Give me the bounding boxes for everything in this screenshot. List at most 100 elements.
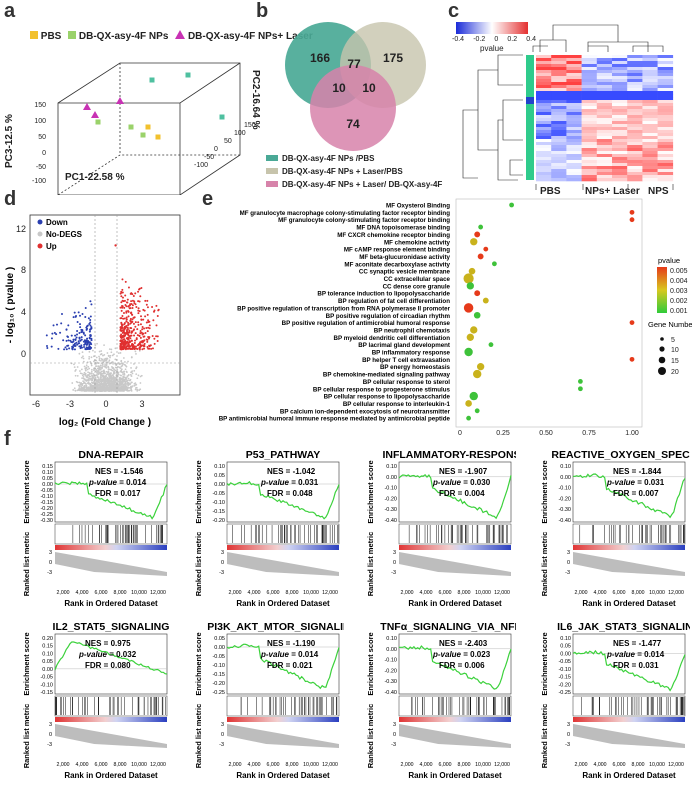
- volcano-point-up: [114, 244, 116, 246]
- heatmap-cell: [627, 148, 643, 151]
- volcano-point-nodeg: [116, 389, 118, 391]
- volcano-point-nodeg: [111, 370, 113, 372]
- volcano-point-nodeg: [110, 362, 112, 364]
- bubble-point: [474, 290, 480, 296]
- volcano-point-down: [66, 348, 68, 350]
- volcano-point-down: [78, 340, 80, 342]
- volcano-point-nodeg: [115, 367, 117, 369]
- volcano-point-nodeg: [93, 385, 95, 387]
- volcano-point-up: [127, 310, 129, 312]
- volcano-point-nodeg: [115, 370, 117, 372]
- bubble-point: [509, 203, 514, 208]
- volcano-point-nodeg: [93, 388, 95, 390]
- volcano-point-nodeg: [99, 357, 101, 359]
- volcano-point-up: [121, 292, 123, 294]
- heatmap-cell: [597, 130, 613, 133]
- volcano-point-up: [122, 329, 124, 331]
- volcano-point-nodeg: [84, 366, 86, 368]
- gsea-nes: NES = -1.546: [95, 467, 144, 476]
- heatmap-cell: [612, 64, 628, 67]
- gsea-xtick: 2,000: [229, 590, 242, 596]
- gsea-ytick: -0.20: [558, 682, 571, 688]
- volcano-point-nodeg: [120, 390, 122, 392]
- heatmap-cell: [551, 94, 567, 97]
- volcano-point-nodeg: [89, 361, 91, 363]
- volcano-point-nodeg: [119, 377, 121, 379]
- bubble-xtick: 0.75: [582, 430, 596, 437]
- gsea-xtick: 12,000: [150, 762, 166, 768]
- heatmap-cell: [551, 109, 567, 112]
- heatmap-cell: [627, 121, 643, 124]
- volcano-point-up: [137, 324, 139, 326]
- volcano-point-up: [125, 281, 127, 283]
- volcano-point-nodeg: [128, 390, 130, 392]
- volcano-point-up: [128, 342, 130, 344]
- volcano-point-nodeg: [112, 388, 114, 390]
- volcano-point-nodeg: [91, 375, 93, 377]
- heatmap-cell: [612, 97, 628, 100]
- heatmap-cell: [597, 172, 613, 175]
- rank-color-bar: [55, 717, 167, 722]
- bubble-term-label: BP positive regulation of antimicrobial …: [282, 320, 451, 327]
- volcano-point-nodeg: [96, 375, 98, 377]
- heatmap-cell: [658, 130, 674, 133]
- heatmap-cell: [658, 109, 674, 112]
- volcano-point-down: [81, 339, 83, 341]
- gsea-ylabel-metric: Ranked list metric: [540, 704, 549, 769]
- volcano-point-up: [123, 336, 125, 338]
- volcano-point-nodeg: [109, 373, 111, 375]
- gsea-ytick: -0.05: [558, 659, 571, 665]
- volcano-point-nodeg: [100, 350, 102, 352]
- volcano-point-nodeg: [114, 382, 116, 384]
- volcano-point-nodeg: [111, 385, 113, 387]
- heatmap-cell: [658, 175, 674, 178]
- gsea-ytick: -0.10: [384, 658, 397, 664]
- volcano-point-nodeg: [82, 355, 84, 357]
- volcano-point-down: [72, 348, 74, 350]
- volcano-point-up: [124, 347, 126, 349]
- volcano-point-nodeg: [134, 382, 136, 384]
- heatmap-cell: [627, 151, 643, 154]
- legend-pbs-marker: [30, 31, 38, 39]
- bubble-point: [474, 312, 481, 319]
- heatmap-cell: [566, 85, 582, 88]
- volcano-point-up: [137, 291, 139, 293]
- heatmap-cell: [536, 64, 552, 67]
- heatmap-cell: [582, 76, 598, 79]
- gsea-ytick: 0.10: [560, 636, 571, 642]
- volcano-point-up: [140, 337, 142, 339]
- volcano-point-nodeg: [100, 382, 102, 384]
- pc3-label: PC3-12.5 %: [4, 114, 15, 168]
- volcano-point-nodeg: [135, 351, 137, 353]
- volcano-point-down: [76, 333, 78, 335]
- volcano-point-nodeg: [100, 389, 102, 391]
- pca-point-nps: [220, 115, 225, 120]
- heatmap-cell: [582, 169, 598, 172]
- volcano-point-nodeg: [85, 370, 87, 372]
- heatmap-cell: [612, 121, 628, 124]
- heatmap-cell: [612, 145, 628, 148]
- venn-legend-swatch-3: [266, 181, 278, 187]
- gsea-pvalue: p-value = 0.014: [260, 650, 319, 659]
- heatmap-cell: [566, 58, 582, 61]
- volcano-ylabel: - log₁₀ ( pvalue ): [5, 267, 16, 343]
- volcano-point-up: [152, 319, 154, 321]
- volcano-point-nodeg: [113, 371, 115, 373]
- volcano-point-up: [120, 301, 122, 303]
- volcano-point-nodeg: [77, 366, 79, 368]
- volcano-point-nodeg: [91, 365, 93, 367]
- metric-tick: 3: [567, 550, 570, 556]
- volcano-point-up: [146, 322, 148, 324]
- volcano-point-nodeg: [87, 371, 89, 373]
- volcano-point-nodeg: [106, 374, 108, 376]
- volcano-xtick: -6: [32, 399, 40, 409]
- volcano-point-nodeg: [122, 389, 124, 391]
- heatmap-cell: [627, 94, 643, 97]
- pc2-tick: 0: [214, 146, 218, 153]
- heatmap-cell: [658, 64, 674, 67]
- heatmap-cell: [612, 58, 628, 61]
- gsea-ylabel-es: Enrichment score: [366, 460, 375, 523]
- volcano-point-up: [157, 335, 159, 337]
- volcano-point-nodeg: [96, 369, 98, 371]
- heatmap-cell: [582, 178, 598, 181]
